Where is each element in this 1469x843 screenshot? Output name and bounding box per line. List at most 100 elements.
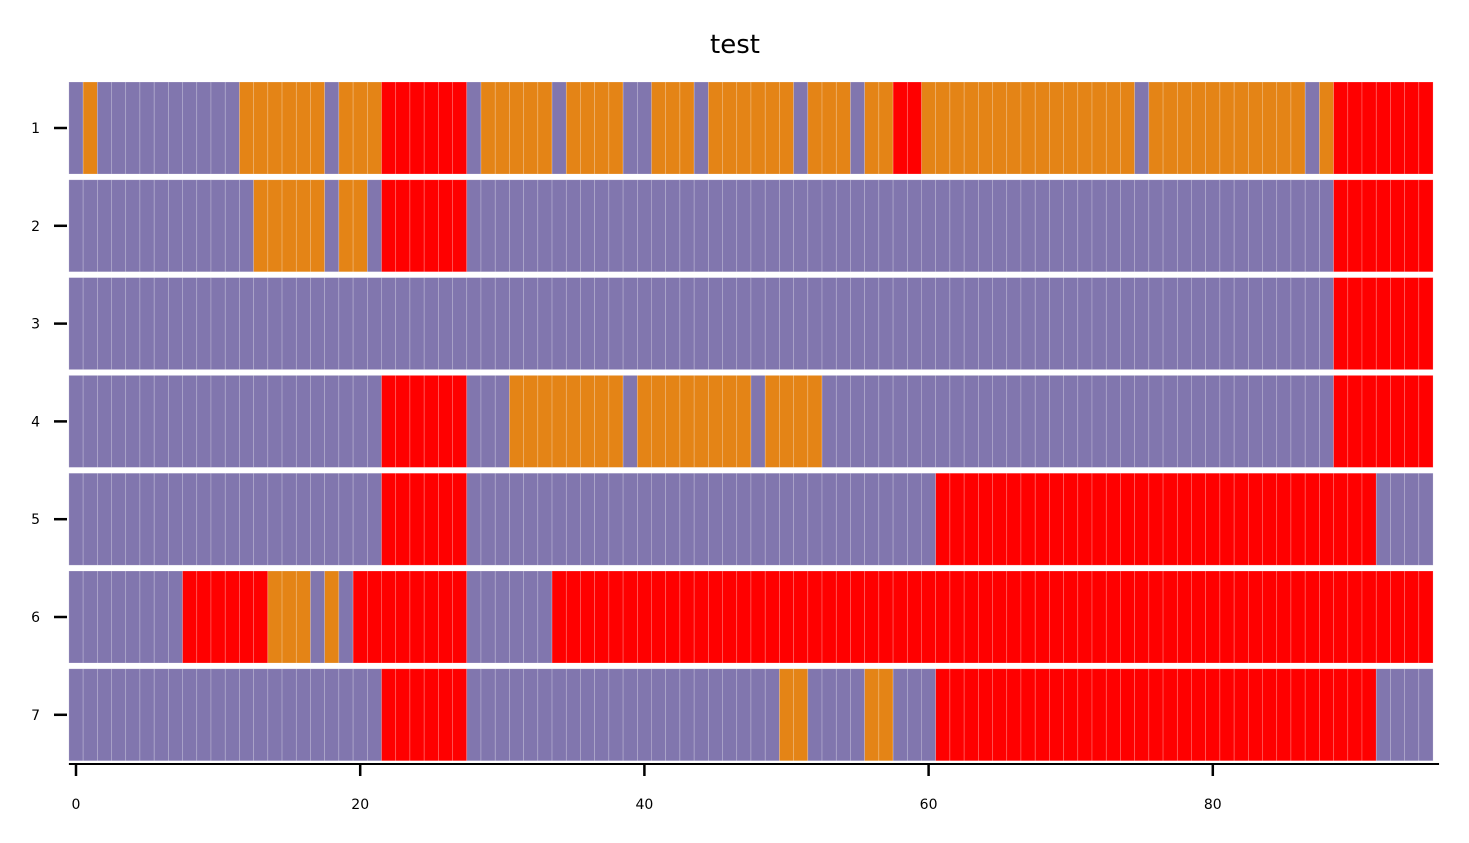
- heatmap-cell: [1120, 472, 1135, 566]
- heatmap-cell: [310, 472, 325, 566]
- heatmap-cell: [921, 668, 937, 762]
- heatmap-cell: [1120, 179, 1135, 273]
- heatmap-cell: [1063, 668, 1079, 762]
- heatmap-cell: [1134, 81, 1150, 175]
- heatmap-cell: [210, 570, 226, 664]
- heatmap-cell: [992, 570, 1008, 664]
- heatmap-cell: [168, 472, 183, 566]
- heatmap-cell: [1205, 570, 1221, 664]
- heatmap-cell: [267, 179, 283, 273]
- x-tick-label: 60: [920, 797, 938, 813]
- heatmap-cell: [992, 179, 1008, 273]
- heatmap-cell: [153, 81, 169, 175]
- heatmap-cell: [1134, 179, 1150, 273]
- heatmap-cell: [1404, 277, 1420, 370]
- heatmap-cell: [82, 81, 98, 175]
- heatmap-cell: [565, 570, 581, 664]
- heatmap-cell: [835, 375, 851, 468]
- heatmap-cell: [1262, 668, 1278, 762]
- heatmap-cell: [295, 277, 311, 370]
- heatmap-cell: [352, 570, 368, 664]
- heatmap-cell: [594, 375, 610, 468]
- heatmap-cell: [679, 668, 695, 762]
- heatmap-cell: [210, 375, 226, 468]
- heatmap-cell: [125, 179, 141, 273]
- heatmap-cell: [423, 277, 439, 370]
- heatmap-cell: [1077, 277, 1093, 370]
- heatmap-cell: [68, 277, 84, 370]
- heatmap-cell: [352, 81, 368, 175]
- heatmap-cell: [708, 81, 723, 175]
- heatmap-cell: [1390, 81, 1405, 175]
- heatmap-cell: [1333, 179, 1349, 273]
- heatmap-cell: [97, 81, 112, 175]
- heatmap-cell: [466, 375, 482, 468]
- heatmap-cell: [1219, 570, 1235, 664]
- heatmap-cell: [1262, 81, 1278, 175]
- heatmap-cell: [239, 81, 254, 175]
- heatmap-cell: [253, 277, 269, 370]
- heatmap-cell: [636, 472, 652, 566]
- heatmap-cell: [281, 375, 297, 468]
- heatmap-cell: [1361, 668, 1377, 762]
- heatmap-cell: [1262, 375, 1278, 468]
- heatmap-cell: [1020, 179, 1036, 273]
- heatmap-cell: [466, 570, 482, 664]
- heatmap-cell: [1063, 375, 1079, 468]
- heatmap-cell: [1091, 277, 1107, 370]
- heatmap-cell: [992, 375, 1008, 468]
- heatmap-cell: [821, 375, 837, 468]
- heatmap-cell: [1347, 570, 1363, 664]
- heatmap-cell: [779, 570, 794, 664]
- heatmap-cell: [821, 668, 837, 762]
- heatmap-cell: [224, 81, 240, 175]
- heatmap-cell: [153, 570, 169, 664]
- heatmap-cell: [509, 81, 524, 175]
- heatmap-cell: [82, 570, 98, 664]
- heatmap-cell: [1390, 179, 1405, 273]
- heatmap-cell: [1276, 570, 1292, 664]
- heatmap-cell: [807, 179, 823, 273]
- heatmap-cell: [438, 81, 453, 175]
- heatmap-cell: [153, 179, 169, 273]
- heatmap-cell: [1333, 570, 1349, 664]
- heatmap-cell: [1205, 81, 1221, 175]
- heatmap-cell: [409, 81, 425, 175]
- heatmap-cell: [196, 179, 212, 273]
- heatmap-cell: [68, 81, 84, 175]
- heatmap-cell: [111, 570, 127, 664]
- heatmap-cell: [878, 179, 894, 273]
- y-axis: 1 2 3 4 5 6 7: [31, 121, 67, 724]
- heatmap-cell: [239, 570, 254, 664]
- heatmap-cell: [807, 668, 823, 762]
- heatmap-cell: [239, 472, 254, 566]
- heatmap-cell: [1077, 570, 1093, 664]
- heatmap-cell: [793, 375, 809, 468]
- heatmap-cell: [1276, 179, 1292, 273]
- heatmap-cell: [850, 277, 865, 370]
- heatmap-cell: [750, 668, 766, 762]
- heatmap-cell: [210, 81, 226, 175]
- heatmap-cell: [1390, 668, 1405, 762]
- heatmap-cell: [1404, 81, 1420, 175]
- heatmap-cell: [679, 570, 695, 664]
- heatmap-cell: [111, 375, 127, 468]
- heatmap-cell: [367, 81, 382, 175]
- heatmap-cell: [1361, 277, 1377, 370]
- heatmap-cell: [1347, 668, 1363, 762]
- heatmap-cell: [949, 570, 965, 664]
- heatmap-cell: [1105, 277, 1121, 370]
- heatmap-cell: [978, 472, 993, 566]
- heatmap-cell: [693, 179, 709, 273]
- heatmap-cell: [1375, 81, 1391, 175]
- heatmap-cell: [1120, 375, 1135, 468]
- heatmap-cell: [565, 375, 581, 468]
- heatmap-cell: [381, 570, 397, 664]
- heatmap-cell: [97, 375, 112, 468]
- heatmap-cell: [551, 570, 567, 664]
- heatmap-cell: [409, 668, 425, 762]
- heatmap-cell: [651, 277, 667, 370]
- heatmap-cell: [224, 472, 240, 566]
- heatmap-cell: [182, 179, 198, 273]
- heatmap-cell: [580, 277, 595, 370]
